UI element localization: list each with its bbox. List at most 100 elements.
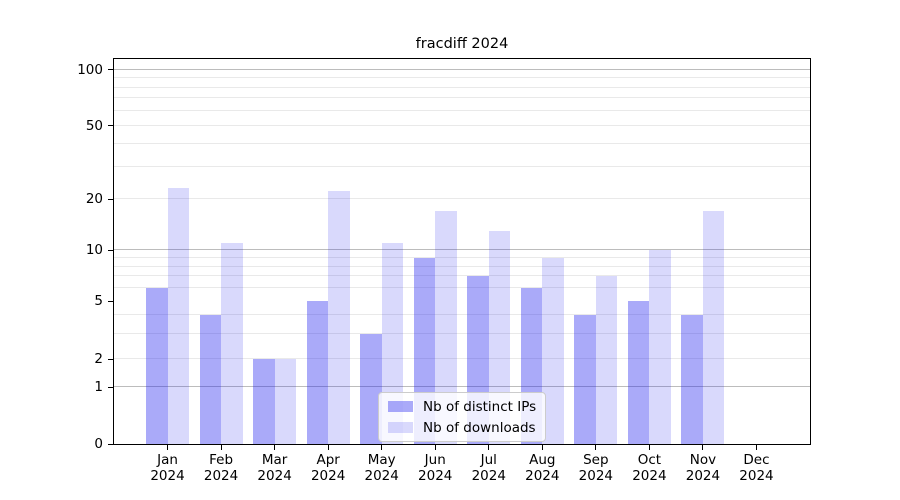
x-tick-year: 2024 [685,467,721,484]
x-tick-year: 2024 [632,467,667,484]
legend-entry-downloads: Nb of downloads [388,419,536,436]
minor-gridline [114,265,810,267]
x-tick-month: Sep [583,452,609,468]
y-tick-label: 100 [77,61,103,78]
x-tick-label: Jul 2024 [457,452,521,484]
x-tick-label: Jun 2024 [403,452,467,484]
legend-swatch-distinct-ips [388,401,413,412]
bar-downloads [542,258,564,444]
bar-distinct-ips [253,359,275,444]
y-tick-label: 1 [94,379,103,396]
major-gridline [114,386,810,388]
bar-downloads [435,211,457,444]
y-tick-label: 2 [94,351,103,368]
y-tick-label: 0 [94,436,103,452]
x-tick-mark [434,444,436,450]
x-tick-year: 2024 [471,467,506,484]
bar-distinct-ips [199,315,222,444]
bar-downloads [221,243,243,444]
minor-gridline [114,165,810,167]
x-tick-year: 2024 [257,467,292,484]
x-tick-label: May 2024 [350,452,414,484]
x-tick-label: Mar 2024 [243,452,307,484]
x-tick-month: Mar [261,452,288,468]
minor-gridline [114,124,810,126]
x-tick-year: 2024 [150,467,185,484]
x-tick-label: Dec 2024 [724,452,788,484]
x-tick-year: 2024 [203,467,239,484]
y-tick-label: 5 [94,293,103,310]
x-tick-year: 2024 [578,467,614,484]
bar-downloads [595,276,618,444]
x-tick-year: 2024 [525,467,560,484]
major-gridline [114,249,810,251]
legend-label-distinct-ips: Nb of distinct IPs [423,398,537,415]
legend-label-downloads: Nb of downloads [423,419,536,436]
y-tick-label: 10 [85,242,103,259]
chart-title: fracdiff 2024 [415,36,509,52]
minor-gridline [114,358,810,360]
x-tick-year: 2024 [418,467,453,484]
minor-gridline [114,286,810,288]
bar-downloads [328,191,350,444]
y-tick-label: 50 [85,117,103,134]
bar-distinct-ips [146,287,168,444]
x-tick-month: Oct [637,452,662,468]
y-tick-label: 20 [85,191,103,207]
y-tick-mark [108,69,114,71]
y-tick-mark [108,198,114,200]
x-tick-label: Nov 2024 [671,452,735,484]
bar-distinct-ips [681,315,703,444]
x-tick-mark [327,444,329,450]
x-tick-month: Jul [480,452,497,468]
x-tick-year: 2024 [364,467,399,484]
x-tick-label: Aug 2024 [510,452,574,484]
bar-distinct-ips [306,301,329,444]
bar-downloads [649,250,671,444]
legend-entry-distinct-ips: Nb of distinct IPs [388,398,536,415]
x-tick-mark [381,444,383,450]
y-tick-mark [108,300,114,302]
bar-distinct-ips [627,301,650,444]
x-tick-month: Jan [157,452,178,468]
minor-gridline [114,142,810,144]
y-tick-mark [108,443,114,445]
x-tick-mark [648,444,650,450]
x-tick-month: Aug [529,452,556,468]
x-tick-month: May [367,452,396,468]
x-tick-month: Dec [743,452,770,468]
minor-gridline [114,198,810,199]
x-tick-month: Jun [424,452,446,468]
minor-gridline [114,314,810,316]
minor-gridline [114,275,810,277]
minor-gridline [114,77,810,79]
minor-gridline [114,97,810,99]
x-tick-label: Jan 2024 [136,452,200,484]
minor-gridline [114,109,810,111]
x-tick-label: Oct 2024 [617,452,681,484]
x-tick-label: Feb 2024 [189,452,253,484]
bar-distinct-ips [360,333,382,444]
y-tick-mark [108,249,114,251]
plot-area: 0 1 2 5 10 20 50 100 Jan 2024 Feb 2024 Mar 2024 Apr 202… [77,58,811,483]
major-gridline [114,68,810,70]
x-tick-mark [702,444,704,450]
x-tick-mark [755,444,757,450]
x-tick-mark [541,444,543,450]
minor-gridline [114,257,810,259]
bar-downloads [488,230,511,444]
x-tick-mark [274,444,276,450]
bar-distinct-ips [574,315,596,444]
x-tick-month: Apr [316,452,340,468]
minor-gridline [114,86,810,88]
legend-swatch-downloads [388,422,413,433]
x-tick-year: 2024 [739,467,774,484]
legend: Nb of distinct IPs Nb of downloads [378,392,547,442]
bar-downloads [274,359,297,444]
x-tick-mark [167,444,169,450]
y-tick-mark [108,386,114,388]
x-tick-month: Nov [689,452,717,468]
x-tick-month: Feb [209,452,234,468]
y-tick-mark [108,358,114,360]
